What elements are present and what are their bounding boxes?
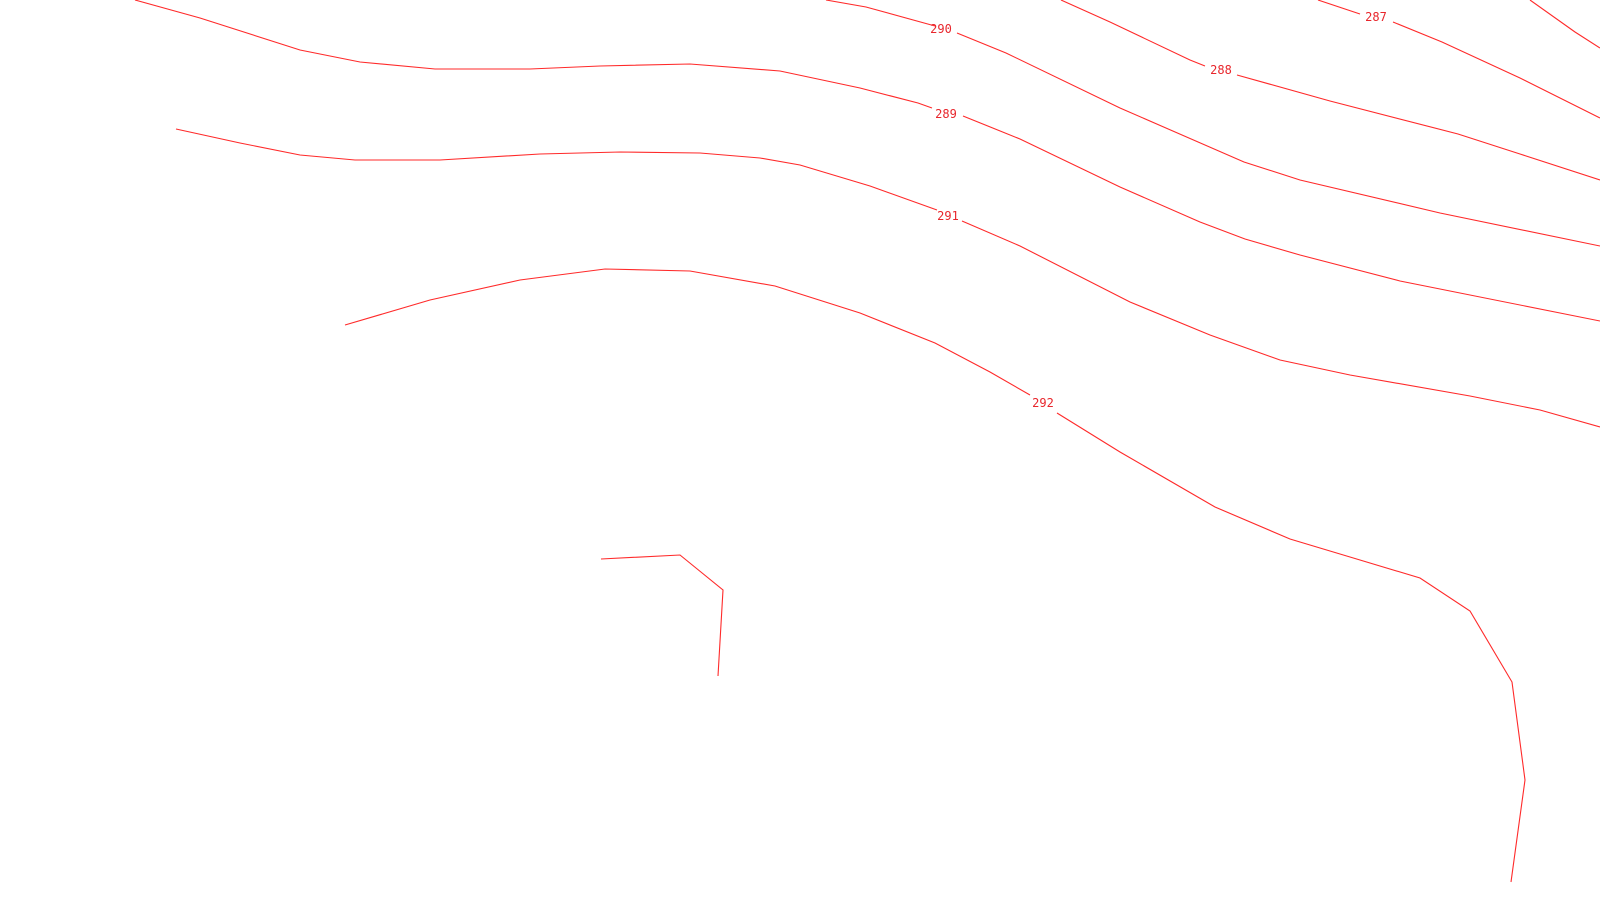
contour-line-287 (1392, 21, 1600, 119)
contour-label-291: 291 (937, 209, 959, 223)
contour-line-far-top-right (1529, 0, 1600, 49)
contour-label-292: 292 (1032, 396, 1054, 410)
contour-line-289 (962, 115, 1600, 322)
contour-label-287: 287 (1365, 10, 1387, 24)
contour-line-288 (1060, 0, 1206, 67)
contour-line-hook (600, 554, 724, 677)
contour-line-291 (961, 220, 1600, 428)
contour-line-288 (1236, 74, 1600, 181)
contour-line-291 (175, 128, 938, 211)
contour-line-287 (1317, 0, 1361, 15)
contour-line-292 (344, 268, 1031, 396)
contour-line-292 (1056, 412, 1526, 883)
contour-line-289 (134, 0, 933, 109)
contour-label-289: 289 (935, 107, 957, 121)
contour-label-290: 290 (930, 22, 952, 36)
contour-line-290 (825, 0, 936, 27)
contour-line-290 (956, 32, 1600, 247)
contour-label-288: 288 (1210, 63, 1232, 77)
